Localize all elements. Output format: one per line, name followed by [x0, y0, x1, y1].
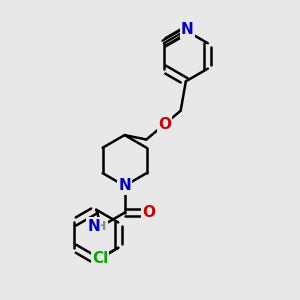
Text: O: O [158, 117, 171, 132]
Text: N: N [181, 22, 194, 37]
Text: N: N [118, 178, 131, 193]
Text: O: O [142, 205, 155, 220]
Text: H: H [96, 220, 106, 232]
Text: Cl: Cl [92, 251, 108, 266]
Text: N: N [88, 219, 100, 234]
